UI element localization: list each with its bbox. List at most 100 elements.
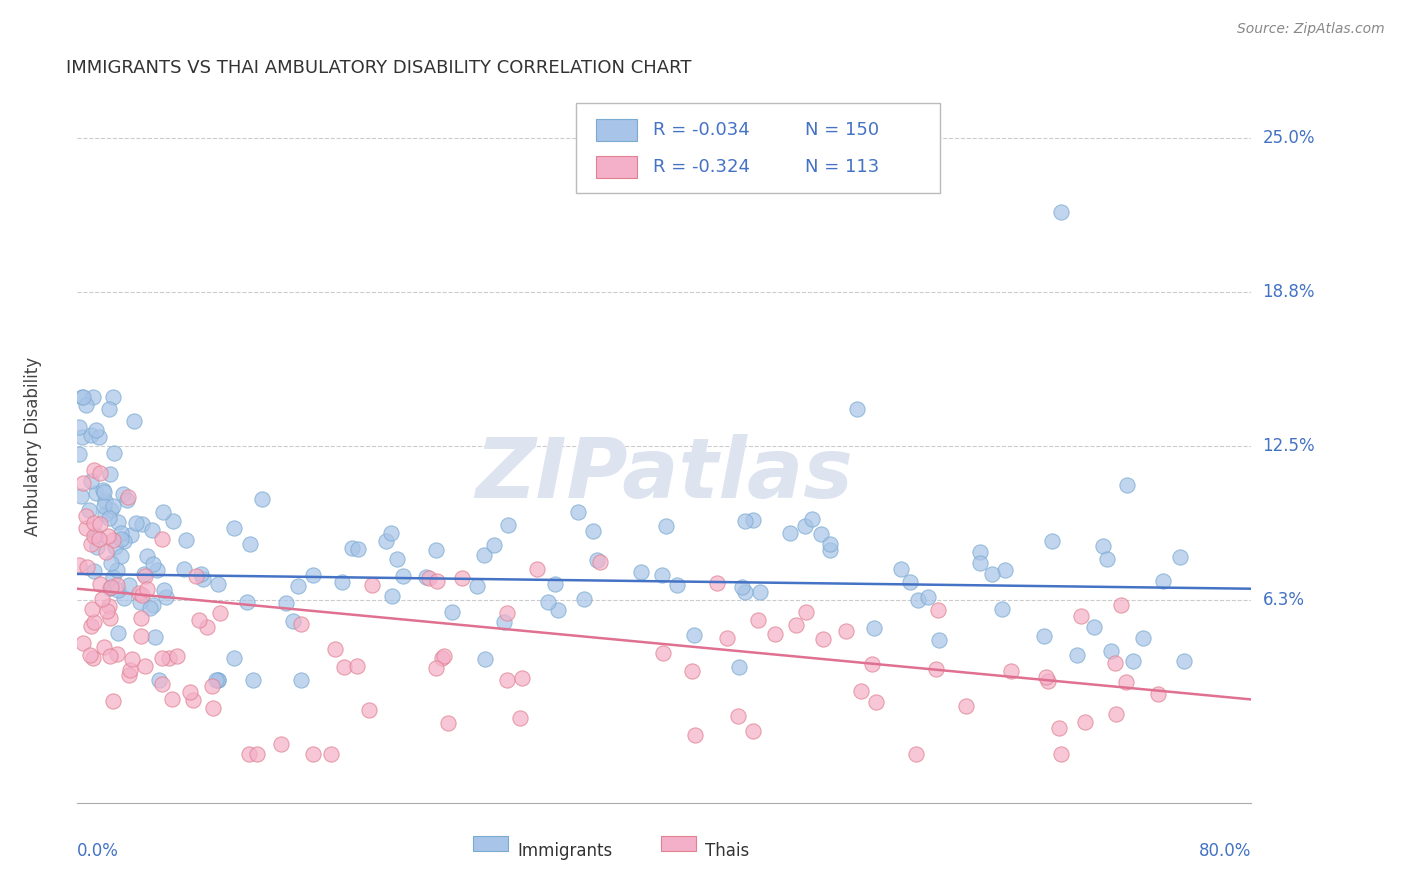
Point [162,515,184,529]
Text: R = -0.034: R = -0.034 [652,121,749,139]
Point [157,651,180,665]
Point [75,508,97,523]
FancyBboxPatch shape [661,836,696,851]
Point [238,747,260,761]
Point [201,679,224,693]
Point [142,557,165,571]
Point [1049,747,1071,761]
Point [302,747,325,761]
FancyBboxPatch shape [596,120,637,141]
Point [747,613,769,627]
Point [426,574,449,589]
Text: 18.8%: 18.8% [1263,283,1315,301]
Text: N = 113: N = 113 [806,158,880,176]
Point [1091,539,1114,553]
Point [359,703,381,717]
Point [202,701,225,715]
Point [346,658,368,673]
Point [741,724,763,739]
Point [281,614,304,628]
Point [80,474,103,488]
Point [115,493,138,508]
Point [70,390,93,404]
Point [450,571,472,585]
Point [207,673,229,687]
Point [187,613,209,627]
Point [72,475,94,490]
Point [132,567,155,582]
FancyBboxPatch shape [596,156,637,178]
Point [67,558,90,572]
Point [582,524,605,539]
Point [80,428,103,442]
Point [90,591,112,606]
Point [415,570,437,584]
Point [110,549,132,563]
Point [107,583,129,598]
Point [100,580,122,594]
Point [67,420,90,434]
Point [492,615,515,630]
Point [763,627,786,641]
Point [496,673,519,687]
Point [1066,648,1088,662]
Point [865,695,887,709]
Point [1122,654,1144,668]
Point [82,651,104,665]
Point [80,602,103,616]
Point [139,600,162,615]
Point [176,533,198,548]
Point [683,728,706,742]
Point [122,414,145,428]
Point [287,579,309,593]
Point [98,599,121,614]
Point [105,647,128,661]
Point [195,620,218,634]
Point [994,563,1017,577]
Point [1074,714,1097,729]
Point [117,490,139,504]
Point [91,483,114,497]
Point [727,708,749,723]
Text: N = 150: N = 150 [806,121,879,139]
Point [98,648,121,663]
Point [82,390,104,404]
Text: ZIPatlas: ZIPatlas [475,434,853,515]
Point [101,499,124,513]
Point [818,543,841,558]
Point [928,633,950,648]
FancyBboxPatch shape [472,836,508,851]
Point [785,617,807,632]
Text: R = -0.324: R = -0.324 [652,158,749,176]
Point [181,693,204,707]
Point [112,591,135,605]
Point [890,561,912,575]
Point [430,651,453,665]
Text: 12.5%: 12.5% [1263,437,1315,455]
Point [1147,688,1170,702]
Point [681,664,703,678]
Point [93,499,115,513]
Point [917,590,939,604]
Point [433,648,456,663]
Point [118,667,141,681]
Point [75,398,97,412]
Point [509,711,531,725]
Point [83,516,105,531]
Point [666,578,689,592]
Point [437,716,460,731]
Point [148,673,170,687]
Point [79,648,101,662]
Point [94,544,117,558]
Point [93,484,115,499]
Point [925,662,948,676]
Text: 0.0%: 0.0% [77,842,120,860]
Point [1104,656,1126,670]
Point [150,676,173,690]
Point [1095,552,1118,566]
Point [207,577,229,591]
Point [190,566,212,581]
Point [93,493,115,508]
Point [191,572,214,586]
Text: Ambulatory Disability: Ambulatory Disability [24,357,42,535]
